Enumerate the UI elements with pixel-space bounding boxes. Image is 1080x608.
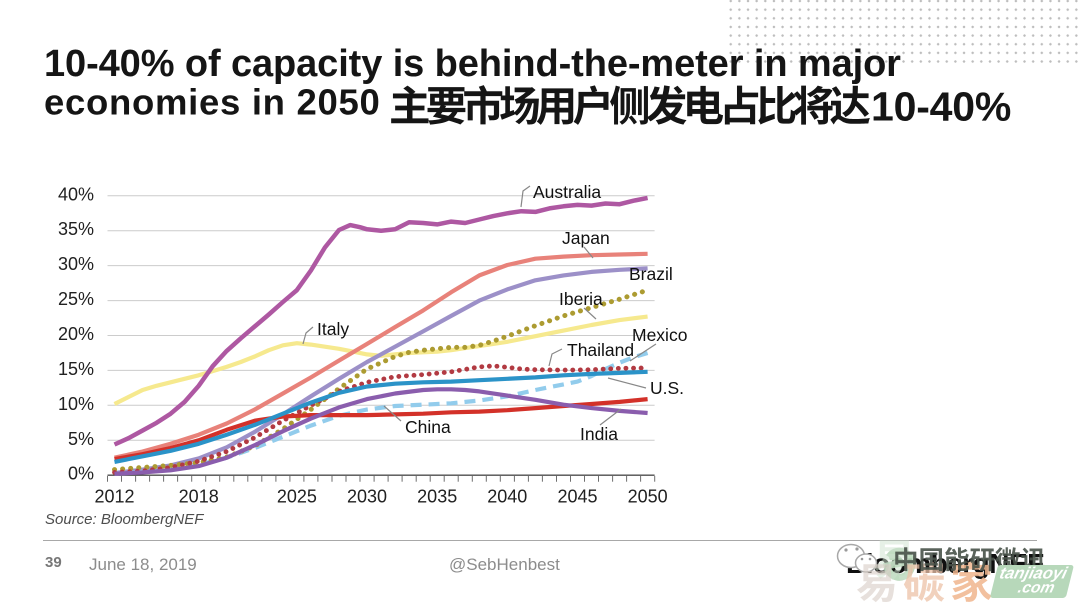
svg-text:2035: 2035 <box>417 487 457 507</box>
svg-text:35%: 35% <box>58 219 94 239</box>
svg-text:2045: 2045 <box>557 487 597 507</box>
svg-text:2025: 2025 <box>277 487 317 507</box>
svg-text:0%: 0% <box>68 464 94 484</box>
svg-text:2018: 2018 <box>179 487 219 507</box>
svg-text:economies in 2050: economies in 2050 <box>44 82 381 123</box>
svg-text:25%: 25% <box>58 289 94 309</box>
svg-text:2012: 2012 <box>94 487 134 507</box>
svg-text:10%: 10% <box>58 394 94 414</box>
svg-text:5%: 5% <box>68 429 94 449</box>
svg-text:10-40% of capacity is behind-t: 10-40% of capacity is behind-the-meter i… <box>44 43 901 85</box>
svg-text:20%: 20% <box>58 324 94 344</box>
svg-text:Brazil: Brazil <box>629 264 673 284</box>
svg-text:Thailand: Thailand <box>567 340 634 360</box>
svg-text:15%: 15% <box>58 359 94 379</box>
svg-text:Mexico: Mexico <box>632 325 687 345</box>
svg-text:India: India <box>580 424 618 444</box>
svg-text:U.S.: U.S. <box>650 378 684 398</box>
svg-text:2040: 2040 <box>487 487 527 507</box>
svg-text:40%: 40% <box>58 184 94 204</box>
svg-text:Iberia: Iberia <box>559 289 603 309</box>
svg-text:Japan: Japan <box>562 228 610 248</box>
svg-text:Italy: Italy <box>317 319 349 339</box>
svg-text:Australia: Australia <box>533 182 601 202</box>
svg-text:2050: 2050 <box>628 487 668 507</box>
svg-text:10-40%: 10-40% <box>871 84 1011 130</box>
svg-text:China: China <box>405 417 451 437</box>
svg-text:30%: 30% <box>58 254 94 274</box>
svg-text:2030: 2030 <box>347 487 387 507</box>
